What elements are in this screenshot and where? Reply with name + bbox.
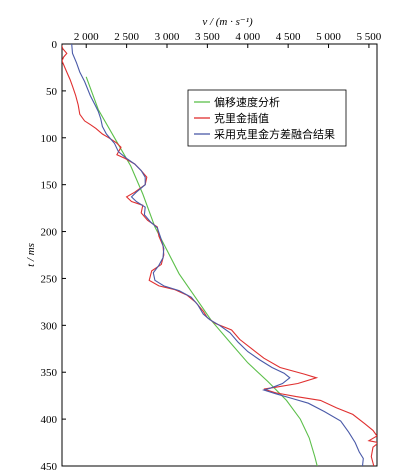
y-tick-label: 250 [41,273,58,285]
plot-frame [61,43,378,467]
y-tick-label: 0 [52,39,58,51]
y-tick-label: 200 [41,227,58,239]
legend-box [187,89,347,147]
y-tick-label: 150 [41,180,58,192]
legend-label-3: 采用克里金方差融合结果 [214,127,335,141]
x-axis-label: v / (m · s⁻¹) [202,16,253,28]
x-tick-label: 4 500 [276,31,301,43]
y-tick-label: 100 [41,133,58,145]
x-tick-label: 3 500 [195,31,220,43]
legend-label-2: 克里金插值 [214,111,269,125]
x-tick-label: 5 500 [357,31,382,43]
x-tick-label: 2 000 [74,31,99,43]
x-tick-label: 5 000 [316,31,341,43]
x-tick-label: 4 000 [235,31,260,43]
y-tick-label: 50 [46,86,58,98]
x-tick-label: 2 500 [114,31,139,43]
x-tick-label: 3 000 [155,31,180,43]
series-layer [62,44,377,466]
legend-label-1: 偏移速度分析 [214,95,280,109]
y-tick-label: 450 [41,461,58,473]
ticks-layer: 2 000 2 500 3 000 3 500 4 000 4 500 5 000 5 500… [41,31,382,473]
series-line-1 [85,76,318,466]
y-tick-label: 350 [41,367,58,379]
series-line-3 [71,44,364,466]
y-tick-label: 300 [41,320,58,332]
y-tick-label: 400 [41,414,58,426]
y-axis-label: t / ms [25,243,37,267]
